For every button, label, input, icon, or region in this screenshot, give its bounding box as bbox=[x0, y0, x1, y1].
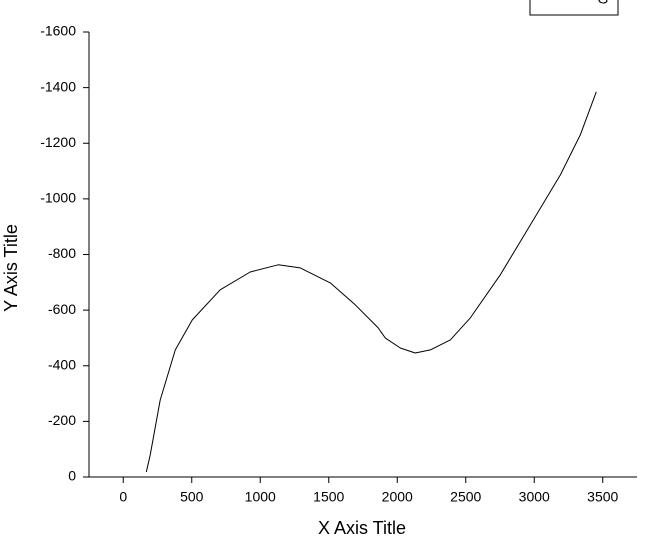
legend-box bbox=[529, 0, 619, 16]
y-tick-label: -400 bbox=[48, 356, 76, 372]
x-tick-label: 3000 bbox=[519, 489, 550, 505]
x-tick-label: 1000 bbox=[245, 489, 276, 505]
x-tick-label: 2000 bbox=[382, 489, 413, 505]
y-tick-label: -1400 bbox=[40, 78, 76, 94]
x-axis-title: X Axis Title bbox=[318, 518, 406, 538]
legend-label: G bbox=[598, 0, 609, 7]
y-tick-label: 0 bbox=[68, 468, 76, 484]
y-tick-label: -1000 bbox=[40, 190, 76, 206]
y-tick-label: -200 bbox=[48, 412, 76, 428]
x-tick-label: 500 bbox=[180, 489, 204, 505]
y-axis-title: Y Axis Title bbox=[1, 224, 21, 312]
line-series bbox=[145, 91, 597, 473]
y-tick-label: -1200 bbox=[40, 134, 76, 150]
x-tick-label: 2500 bbox=[450, 489, 481, 505]
y-tick-label: -800 bbox=[48, 245, 76, 261]
x-tick-label: 0 bbox=[119, 489, 127, 505]
x-tick-label: 3500 bbox=[587, 489, 618, 505]
y-tick-label: -600 bbox=[48, 301, 76, 317]
x-tick-label: 1500 bbox=[313, 489, 344, 505]
y-tick-label: -1600 bbox=[40, 23, 76, 39]
